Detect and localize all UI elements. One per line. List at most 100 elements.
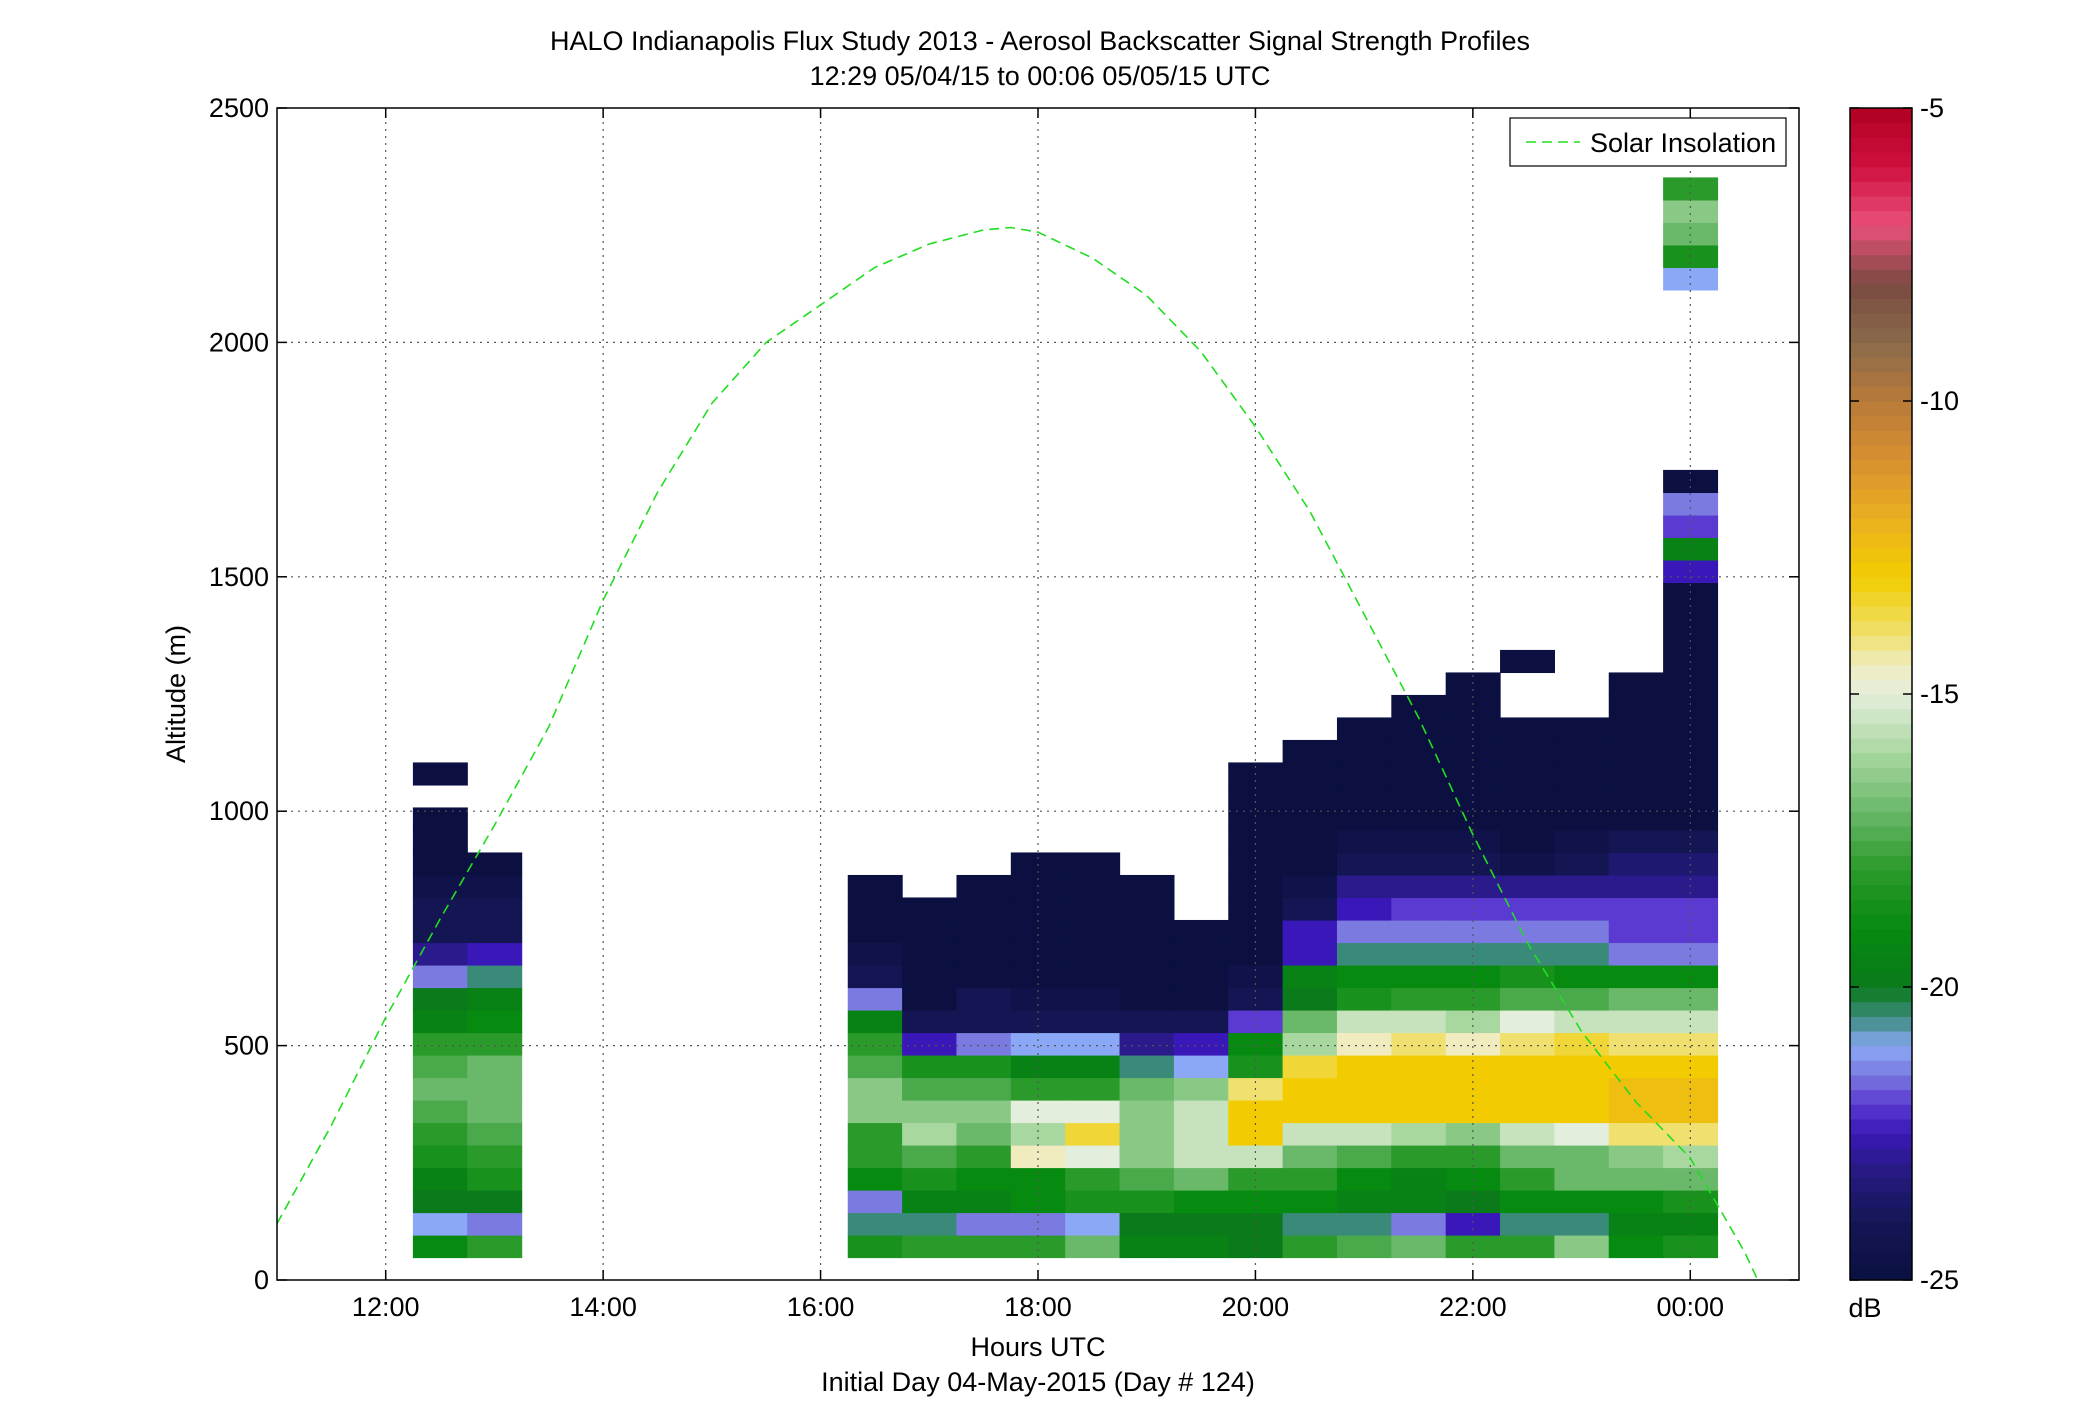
- heatmap-cell: [1663, 199, 1719, 223]
- heatmap-cell: [1391, 852, 1447, 876]
- heatmap-cell: [1391, 807, 1447, 831]
- colorbar-segment: [1850, 313, 1912, 329]
- heatmap-cell: [1608, 1032, 1664, 1056]
- heatmap-cell: [1663, 1009, 1719, 1034]
- heatmap-cell: [1500, 739, 1555, 764]
- heatmap-cell: [1554, 829, 1610, 854]
- colorbar-segment: [1850, 811, 1912, 827]
- heatmap-cell: [1010, 1009, 1066, 1034]
- heatmap-cell: [467, 897, 523, 921]
- colorbar-segment: [1850, 869, 1912, 886]
- heatmap-cell: [902, 897, 958, 921]
- heatmap-cell: [1445, 1032, 1501, 1056]
- heatmap-cell: [1119, 874, 1175, 899]
- heatmap-cell: [1554, 1189, 1610, 1214]
- heatmap-cell: [1336, 829, 1392, 854]
- heatmap-cell: [1391, 1189, 1447, 1214]
- heatmap-cell: [1663, 987, 1719, 1011]
- heatmap-cell: [1010, 1054, 1066, 1079]
- heatmap-cell: [1500, 1189, 1555, 1214]
- heatmap-cell: [1336, 1077, 1392, 1101]
- heatmap-cell: [1445, 694, 1501, 719]
- heatmap-cell: [1608, 964, 1664, 989]
- colorbar-segment: [1850, 239, 1912, 256]
- colorbar-segment: [1850, 1104, 1912, 1120]
- heatmap-cell: [1500, 1167, 1555, 1191]
- heatmap-cell: [1608, 1144, 1664, 1169]
- heatmap-cell: [1228, 1032, 1284, 1056]
- colorbar-segment: [1850, 532, 1912, 549]
- heatmap-cell: [1445, 1122, 1501, 1146]
- heatmap-cell: [1282, 1054, 1338, 1079]
- heatmap-cell: [1228, 897, 1284, 921]
- heatmap-cell: [1282, 852, 1338, 876]
- heatmap-cell: [1173, 1167, 1229, 1191]
- heatmap-cell: [1500, 649, 1555, 674]
- legend-label-solar-insolation: Solar Insolation: [1590, 128, 1776, 158]
- heatmap-cell: [1282, 1032, 1338, 1056]
- heatmap-cell: [1336, 1099, 1392, 1124]
- heatmap-cell: [412, 1167, 468, 1191]
- heatmap-cell: [1391, 1054, 1447, 1079]
- y-axis-ticks: 0 500 1000 1500 2000 2500: [209, 93, 1799, 1295]
- x-axis-label: Hours UTC: [970, 1332, 1105, 1362]
- heatmap-cell: [1173, 1144, 1229, 1169]
- heatmap-cell: [1663, 177, 1719, 201]
- heatmap-cell: [847, 1077, 903, 1101]
- heatmap-cell: [1119, 1054, 1175, 1079]
- y-tick-label: 1500: [209, 562, 269, 592]
- heatmap-cell: [1391, 1077, 1447, 1101]
- heatmap-cell: [956, 1077, 1012, 1101]
- heatmap-cell: [1663, 604, 1719, 629]
- colorbar-segment: [1850, 298, 1912, 314]
- heatmap-cell: [1336, 1122, 1392, 1146]
- heatmap-cell: [1608, 897, 1664, 921]
- colorbar-segment: [1850, 1133, 1912, 1149]
- colorbar-segment: [1850, 415, 1912, 431]
- heatmap-cell: [847, 1122, 903, 1146]
- colorbar-segment: [1850, 635, 1912, 651]
- heatmap-cell: [1228, 1122, 1284, 1146]
- heatmap-cell: [1608, 1235, 1664, 1259]
- colorbar-segment: [1850, 195, 1912, 212]
- heatmap-cell: [847, 919, 903, 944]
- heatmap-cell: [956, 1122, 1012, 1146]
- heatmap-cell: [1500, 1122, 1555, 1146]
- heatmap-cell: [1119, 1122, 1175, 1146]
- heatmap-cell: [1336, 964, 1392, 989]
- heatmap-cell: [1173, 1077, 1229, 1101]
- heatmap-cell: [1391, 964, 1447, 989]
- heatmap-cell: [1065, 852, 1121, 876]
- heatmap-cell: [1173, 1054, 1229, 1079]
- heatmap-cell: [1282, 919, 1338, 944]
- heatmap-cell: [1608, 717, 1664, 741]
- x-tick-label: 20:00: [1222, 1292, 1290, 1322]
- heatmap-cell: [1282, 1212, 1338, 1236]
- colorbar-segment: [1850, 357, 1912, 373]
- heatmap-cell: [1336, 762, 1392, 786]
- colorbar-segment: [1850, 1221, 1912, 1237]
- heatmap-cell: [1500, 964, 1555, 989]
- heatmap-cell: [1663, 537, 1719, 561]
- heatmap-cell: [1554, 1167, 1610, 1191]
- colorbar-segment: [1850, 591, 1912, 607]
- heatmap-cell: [412, 852, 468, 876]
- x-tick-label: 12:00: [352, 1292, 420, 1322]
- heatmap-cell: [467, 1167, 523, 1191]
- heatmap-cell: [1119, 1189, 1175, 1214]
- heatmap-cell: [1010, 1144, 1066, 1169]
- colorbar-segment: [1850, 1030, 1912, 1047]
- heatmap-cell: [1500, 1144, 1555, 1169]
- colorbar-segment: [1850, 562, 1912, 578]
- heatmap-cell: [1336, 784, 1392, 809]
- x-tick-label: 16:00: [787, 1292, 855, 1322]
- heatmap-cell: [1445, 829, 1501, 854]
- heatmap-cell: [1608, 852, 1664, 876]
- colorbar-segment: [1850, 444, 1912, 461]
- heatmap-cell: [1608, 1077, 1664, 1101]
- colorbar-segment: [1850, 899, 1912, 915]
- colorbar-segment: [1850, 1148, 1912, 1164]
- heatmap-cell: [1663, 1144, 1719, 1169]
- heatmap-cell: [956, 1144, 1012, 1169]
- heatmap-cell: [1065, 1144, 1121, 1169]
